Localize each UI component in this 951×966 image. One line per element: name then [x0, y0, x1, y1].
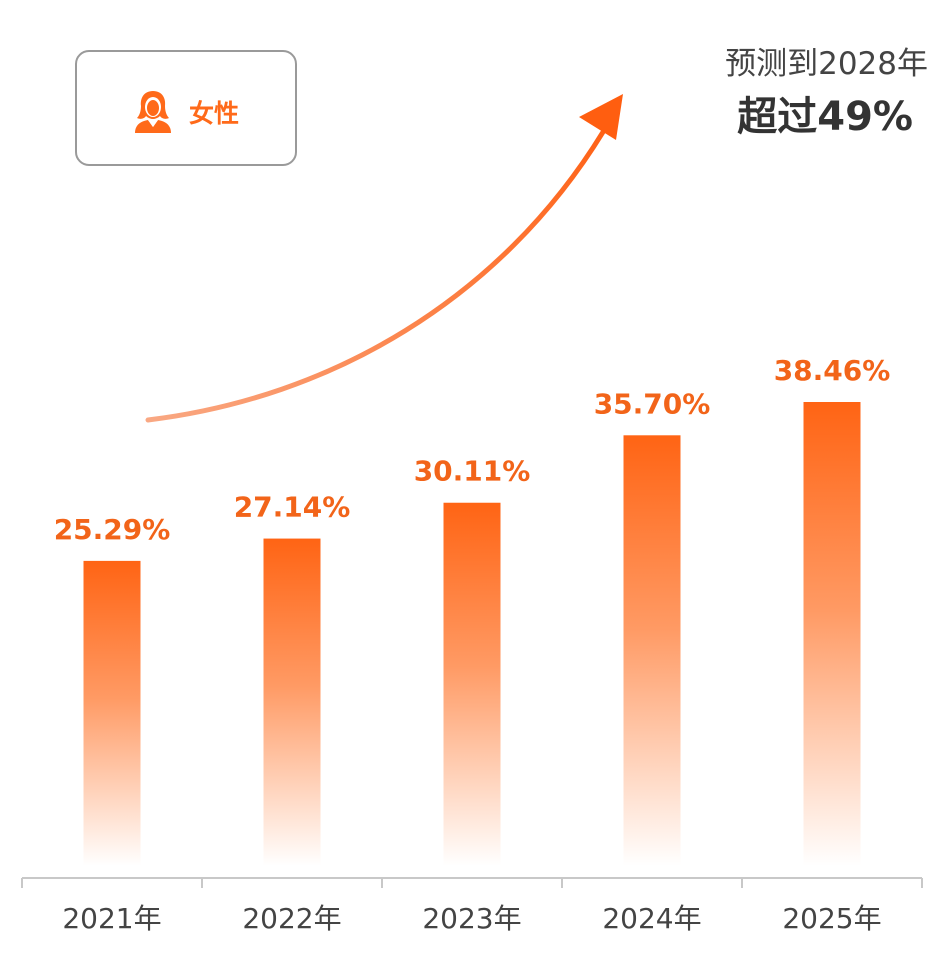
value-label: 30.11%: [414, 455, 531, 488]
category-label: 2021年: [62, 902, 161, 935]
bar-2024年: [623, 435, 681, 866]
value-label: 25.29%: [54, 513, 171, 546]
value-label: 27.14%: [234, 491, 351, 524]
category-label: 2023年: [422, 902, 521, 935]
bar-2021年: [83, 560, 141, 866]
category-label: 2025年: [782, 902, 881, 935]
bar-2022年: [263, 538, 321, 866]
value-label: 38.46%: [774, 354, 891, 387]
legend-label: 女性: [189, 99, 240, 128]
value-label: 35.70%: [594, 387, 711, 420]
female-user-icon: [135, 91, 171, 133]
category-label: 2022年: [242, 902, 341, 935]
bar-2025年: [803, 402, 861, 866]
legend-box: 女性: [75, 50, 297, 166]
category-label: 2024年: [602, 902, 701, 935]
bar-2023年: [443, 502, 501, 866]
forecast-value: 超过49%: [737, 94, 913, 140]
forecast-text: 预测到2028年: [725, 46, 928, 82]
trend-arrow: [145, 94, 623, 423]
